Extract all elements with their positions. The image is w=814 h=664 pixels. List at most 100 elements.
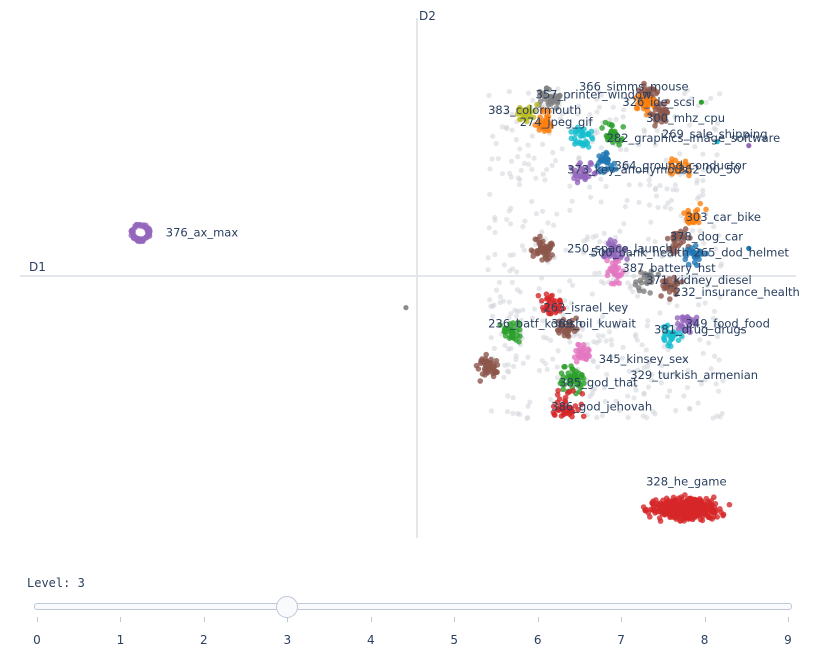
scatter-point <box>675 337 682 344</box>
scatter-point <box>590 387 596 393</box>
scatter-point <box>506 208 512 214</box>
scatter-point <box>592 270 598 277</box>
scatter-point <box>625 414 631 421</box>
scatter-point <box>671 274 677 281</box>
scatter-point <box>692 144 698 150</box>
scatter-point <box>697 328 704 334</box>
scatter-point <box>527 110 533 116</box>
scatter-point <box>697 200 704 207</box>
scatter-point <box>595 333 601 339</box>
scatter-point <box>599 313 606 320</box>
scatter-point <box>714 139 720 145</box>
scatter-point <box>653 193 660 199</box>
scatter-point <box>556 298 563 304</box>
scatter-point <box>562 394 569 401</box>
scatter-point <box>521 247 527 253</box>
scatter-point <box>714 333 721 339</box>
scatter-point <box>497 322 503 328</box>
scatter-point <box>525 142 531 148</box>
scatter-point <box>674 280 681 287</box>
scatter-point <box>587 393 593 400</box>
scatter-point <box>652 122 658 129</box>
scatter-point <box>513 353 519 359</box>
scatter-point <box>641 127 647 133</box>
scatter-point <box>582 176 588 183</box>
slider-handle[interactable] <box>276 596 299 618</box>
scatter-point <box>655 204 661 211</box>
scatter-point <box>641 365 647 371</box>
scatter-point <box>512 307 518 313</box>
scatter-point <box>622 303 629 309</box>
scatter-point <box>612 323 618 330</box>
scatter-point <box>525 90 532 96</box>
cluster-label: 366_simms_mouse <box>579 79 689 93</box>
scatter-point <box>660 253 666 259</box>
scatter-point <box>608 337 614 343</box>
scatter-point <box>509 127 515 133</box>
cluster-label: 371_kidney_diesel <box>646 273 752 287</box>
scatter-point <box>517 109 523 116</box>
scatter-point <box>661 372 667 378</box>
scatter-point <box>596 104 603 110</box>
scatter-point <box>575 162 582 168</box>
scatter-point <box>710 315 716 321</box>
scatter-point <box>561 329 568 336</box>
slider-rail[interactable] <box>34 603 792 610</box>
scatter-point <box>708 95 714 101</box>
scatter-point <box>603 166 610 172</box>
scatter-point <box>648 279 655 286</box>
scatter-point <box>516 181 522 188</box>
scatter-point <box>720 511 727 518</box>
scatter-point <box>703 99 709 105</box>
scatter-point <box>490 303 496 309</box>
scatter-point <box>636 142 642 148</box>
scatter-point <box>594 109 600 115</box>
slider-tick <box>370 617 372 622</box>
scatter-point <box>130 232 137 239</box>
scatter-point <box>703 211 709 217</box>
scatter-point <box>657 310 663 316</box>
scatter-point <box>488 408 495 414</box>
scatter-point <box>648 357 654 363</box>
scatter-point <box>538 297 545 304</box>
scatter-point <box>503 125 509 131</box>
scatter-point <box>613 259 619 265</box>
scatter-point <box>692 514 699 520</box>
scatter-point <box>674 303 680 309</box>
cluster-label: 345_kinsey_sex <box>599 352 689 366</box>
scatter-point <box>655 271 662 278</box>
scatter-point <box>674 315 681 321</box>
scatter-point <box>530 114 537 121</box>
scatter-point <box>610 250 616 256</box>
scatter-point <box>720 274 726 281</box>
scatter-point <box>641 391 647 397</box>
scatter-point <box>687 235 693 241</box>
scatter-point <box>504 216 510 223</box>
scatter-point <box>475 366 482 372</box>
scatter-point <box>692 242 699 249</box>
cluster-label: 236_batf_koresh <box>488 316 582 330</box>
scatter-point <box>564 390 571 396</box>
scatter-point <box>519 243 525 249</box>
scatter-point <box>673 291 679 298</box>
scatter-point <box>501 262 507 268</box>
scatter-point <box>539 257 545 263</box>
scatter-point <box>516 338 522 345</box>
scatter-point <box>711 223 717 230</box>
scatter-point <box>697 250 703 257</box>
scatter-plot[interactable]: 376_ax_max 328_he_game 366_simms_mouse357_… <box>0 0 814 560</box>
scatter-point <box>560 316 567 323</box>
scatter-point <box>529 315 535 321</box>
x-axis-title: D1 <box>29 260 46 274</box>
scatter-point <box>525 403 531 409</box>
scatter-point <box>608 354 614 360</box>
scatter-point <box>601 385 608 391</box>
scatter-point <box>674 187 680 193</box>
scatter-point <box>657 110 664 117</box>
cluster-label: 232_insurance_health <box>674 285 800 299</box>
scatter-point <box>645 318 651 324</box>
scatter-point <box>667 296 673 302</box>
scatter-point <box>644 323 650 329</box>
scatter-point <box>618 318 624 324</box>
scatter-point <box>650 408 656 415</box>
